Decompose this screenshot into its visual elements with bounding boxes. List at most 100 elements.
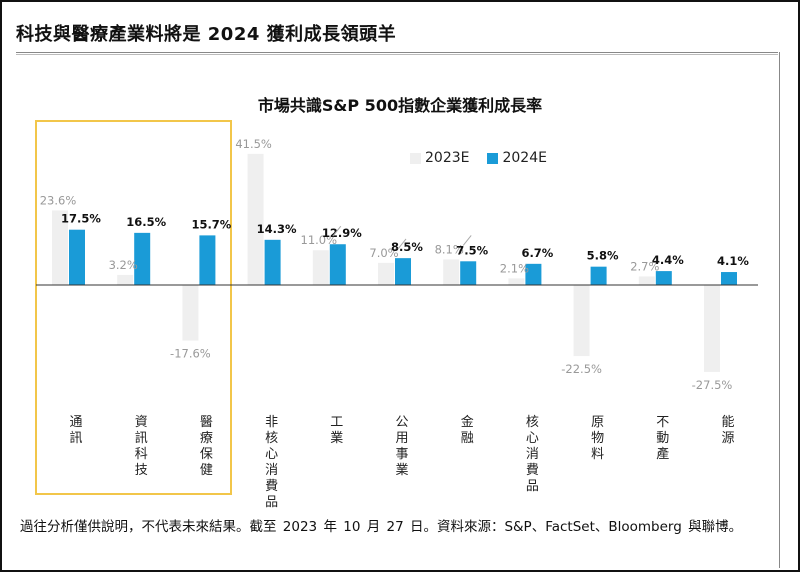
bar-2023-2 (182, 285, 199, 341)
category-label-8-char-2: 料 (591, 447, 604, 462)
category-label-4-char-1: 業 (330, 430, 343, 446)
bar-2023-3 (247, 153, 264, 285)
data-label-2024-2: 15.7% (191, 217, 231, 231)
bar-2023-8 (573, 285, 590, 357)
data-label-2023-8: -22.5% (561, 362, 602, 376)
data-label-2023-3: 41.5% (235, 137, 272, 151)
data-label-2023-6: 8.1% (435, 242, 464, 256)
data-label-2024-0: 17.5% (61, 212, 101, 226)
data-label-2023-0: 23.6% (40, 193, 77, 207)
bar-2023-1 (117, 274, 134, 285)
category-label-1-char-2: 科 (135, 447, 148, 462)
data-label-2024-10: 4.1% (717, 254, 749, 268)
bar-2023-4 (312, 250, 329, 285)
data-label-2024-8: 5.8% (587, 249, 619, 263)
category-label-1-char-3: 技 (135, 463, 148, 478)
category-label-10-char-0: 能 (721, 415, 734, 430)
data-label-2024-9: 4.4% (652, 253, 684, 267)
data-label-2023-1: 3.2% (109, 258, 138, 272)
bar-2023-9 (638, 276, 655, 285)
category-label-3-char-5: 品 (265, 495, 278, 510)
headline-divider-2 (16, 54, 778, 55)
category-label-3-char-0: 非 (265, 415, 278, 430)
category-label-9-char-0: 不 (656, 415, 669, 430)
data-label-2024-6: 7.5% (456, 243, 488, 257)
category-label-10-char-1: 源 (721, 431, 734, 446)
category-label-9-char-2: 產 (656, 446, 669, 462)
category-label-9-char-1: 動 (656, 431, 669, 446)
bar-2023-10 (704, 285, 720, 372)
category-label-0-char-1: 訊 (69, 431, 82, 446)
legend-swatch-2023 (410, 152, 421, 164)
category-label-4-char-0: 工 (330, 415, 343, 430)
footnote: 過往分析僅供說明，不代表未來結果。截至 2023 年 10 月 27 日。資料來… (20, 516, 780, 538)
bar-2024-2 (199, 235, 216, 285)
panel-right-border (779, 52, 780, 568)
category-label-5-char-1: 用 (395, 431, 408, 446)
bar-2024-0 (69, 229, 85, 285)
category-label-8-char-1: 物 (591, 431, 604, 446)
category-label-6-char-0: 金 (461, 414, 474, 430)
category-label-7-char-4: 品 (526, 479, 539, 494)
bar-2023-5 (378, 262, 394, 285)
data-label-2023-4: 11.0% (301, 233, 338, 247)
legend-label-2024: 2024E (502, 150, 547, 166)
chart-legend: 2023E 2024E (410, 150, 547, 166)
bar-2023-7 (508, 278, 525, 285)
data-label-2024-4: 12.9% (322, 226, 362, 240)
headline: 科技與醫療產業料將是 2024 獲利成長領頭羊 (16, 24, 397, 45)
category-label-7-char-1: 心 (526, 431, 539, 446)
bar-2024-8 (590, 266, 607, 285)
bar-2024-3 (264, 239, 281, 285)
data-label-2024-3: 14.3% (257, 222, 297, 236)
label-leader-4 (332, 225, 342, 237)
legend-item-2024: 2024E (487, 150, 547, 166)
category-label-2-char-0: 醫 (200, 415, 213, 430)
bar-2023-0 (52, 210, 68, 285)
category-label-6-char-1: 融 (461, 431, 474, 446)
category-label-8-char-0: 原 (591, 415, 604, 430)
bar-2024-1 (134, 232, 151, 285)
category-label-3-char-1: 核 (265, 431, 278, 446)
category-label-3-char-2: 心 (265, 447, 278, 462)
data-label-2024-1: 16.5% (126, 215, 166, 229)
category-label-2-char-2: 保 (200, 447, 213, 462)
chart-title: 市場共識S&P 500指數企業獲利成長率 (257, 96, 543, 115)
data-label-2023-7: 2.1% (500, 261, 529, 275)
category-label-0-char-0: 通 (69, 415, 82, 430)
bar-2024-5 (395, 258, 411, 285)
headline-divider (16, 52, 778, 53)
category-label-1-char-1: 訊 (135, 431, 148, 446)
category-label-3-char-4: 費 (265, 479, 278, 494)
highlight-box (35, 120, 232, 495)
data-label-2023-5: 7.0% (369, 246, 398, 260)
bar-2024-4 (329, 244, 346, 285)
label-leader-5 (397, 238, 407, 250)
legend-item-2023: 2023E (410, 150, 469, 166)
data-label-2023-10: -27.5% (692, 378, 733, 392)
footnote-text: 過往分析僅供說明，不代表未來結果。截至 2023 年 10 月 27 日。資料來… (20, 519, 743, 535)
bar-2023-6 (443, 259, 460, 285)
category-label-5-char-3: 業 (395, 462, 408, 478)
bar-2024-10 (721, 272, 737, 285)
category-label-1-char-0: 資 (135, 415, 148, 430)
category-label-2-char-3: 健 (200, 463, 213, 478)
category-label-5-char-0: 公 (395, 415, 408, 430)
legend-label-2023: 2023E (425, 150, 470, 166)
legend-swatch-2024 (487, 152, 499, 164)
category-label-2-char-1: 療 (200, 431, 213, 446)
data-label-2024-5: 8.5% (391, 240, 423, 254)
label-leader-6 (462, 235, 472, 246)
bar-2024-9 (655, 271, 672, 285)
category-label-7-char-2: 消 (526, 447, 539, 462)
data-label-2023-9: 2.7% (630, 259, 659, 273)
category-label-7-char-0: 核 (526, 415, 539, 430)
category-label-3-char-3: 消 (265, 463, 278, 478)
category-label-7-char-3: 費 (526, 463, 539, 478)
data-label-2023-2: -17.6% (170, 347, 211, 361)
data-label-2024-7: 6.7% (521, 246, 553, 260)
bar-2024-6 (460, 261, 477, 285)
category-label-5-char-2: 事 (395, 447, 408, 462)
